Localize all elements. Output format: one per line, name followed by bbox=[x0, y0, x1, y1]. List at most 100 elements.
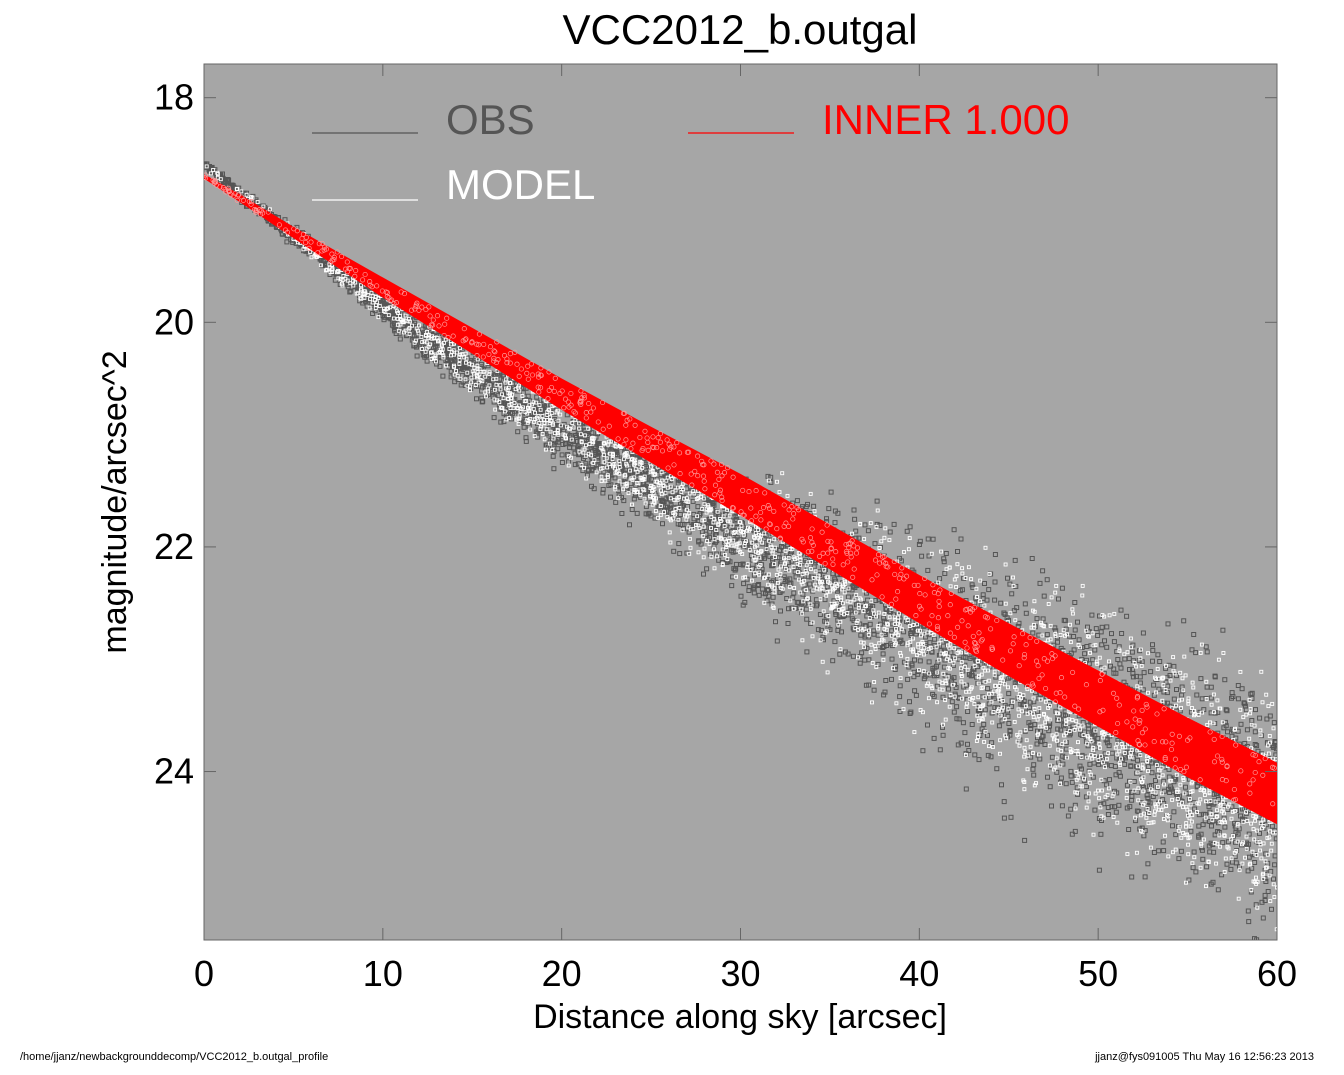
obs-point bbox=[1241, 700, 1247, 706]
obs-point bbox=[871, 687, 877, 693]
obs-point bbox=[960, 720, 966, 726]
obs-point bbox=[1087, 761, 1093, 767]
obs-point bbox=[976, 757, 982, 763]
obs-point bbox=[1093, 626, 1099, 632]
obs-point bbox=[1092, 647, 1098, 653]
obs-point bbox=[1069, 779, 1075, 785]
obs-point bbox=[908, 631, 914, 636]
obs-point bbox=[916, 542, 922, 547]
obs-point bbox=[1126, 827, 1132, 832]
obs-point bbox=[697, 511, 703, 516]
obs-point bbox=[633, 482, 639, 488]
obs-point bbox=[714, 551, 720, 557]
obs-point bbox=[921, 676, 927, 682]
obs-point bbox=[907, 699, 912, 705]
obs-point bbox=[1186, 877, 1192, 883]
obs-point bbox=[951, 527, 957, 533]
obs-point bbox=[491, 415, 497, 421]
obs-point bbox=[559, 460, 565, 465]
obs-point bbox=[1225, 729, 1230, 735]
obs-point bbox=[1212, 674, 1218, 680]
obs-point bbox=[966, 748, 972, 753]
obs-point bbox=[871, 628, 877, 634]
obs-point bbox=[1224, 861, 1230, 867]
obs-point bbox=[1176, 856, 1182, 862]
obs-point bbox=[919, 553, 925, 559]
obs-point bbox=[833, 578, 839, 584]
obs-point bbox=[1116, 644, 1122, 650]
obs-point bbox=[432, 340, 438, 346]
obs-point bbox=[1083, 784, 1089, 790]
obs-point bbox=[992, 579, 998, 585]
obs-point bbox=[830, 658, 836, 664]
obs-point bbox=[1098, 629, 1104, 635]
obs-point bbox=[474, 396, 479, 402]
obs-point bbox=[1099, 642, 1105, 648]
obs-point bbox=[1210, 879, 1216, 885]
obs-point bbox=[767, 553, 773, 559]
obs-point bbox=[793, 574, 799, 580]
obs-point bbox=[1022, 601, 1028, 607]
obs-point bbox=[1101, 801, 1107, 807]
obs-point bbox=[1096, 761, 1102, 767]
obs-point bbox=[940, 694, 946, 700]
obs-point bbox=[660, 521, 665, 527]
obs-point bbox=[913, 692, 919, 698]
obs-point bbox=[372, 308, 378, 314]
obs-point bbox=[955, 549, 960, 554]
obs-point bbox=[701, 571, 706, 577]
obs-point bbox=[815, 627, 821, 633]
obs-point bbox=[501, 373, 507, 379]
obs-point bbox=[751, 572, 757, 578]
obs-point bbox=[1108, 663, 1113, 669]
obs-point bbox=[1030, 630, 1036, 636]
obs-point bbox=[851, 594, 857, 600]
obs-point bbox=[865, 528, 871, 534]
obs-point bbox=[729, 583, 735, 589]
obs-point bbox=[1183, 784, 1188, 790]
obs-point bbox=[942, 571, 948, 576]
obs-point bbox=[784, 596, 790, 601]
obs-point bbox=[931, 693, 937, 699]
obs-point bbox=[898, 637, 904, 643]
obs-point bbox=[515, 429, 521, 435]
obs-point bbox=[811, 503, 817, 509]
obs-point bbox=[931, 735, 937, 741]
obs-point bbox=[1148, 669, 1154, 675]
obs-point bbox=[1009, 591, 1015, 597]
obs-point bbox=[1072, 828, 1078, 834]
obs-point bbox=[866, 657, 872, 663]
obs-point bbox=[889, 628, 895, 634]
obs-point bbox=[982, 707, 988, 713]
obs-point bbox=[799, 574, 805, 580]
obs-point bbox=[1042, 742, 1048, 747]
obs-point bbox=[992, 552, 998, 557]
obs-point bbox=[1208, 695, 1214, 701]
obs-point bbox=[1013, 583, 1019, 589]
obs-point bbox=[907, 524, 913, 530]
obs-point bbox=[778, 608, 783, 614]
obs-point bbox=[1273, 739, 1277, 745]
obs-point bbox=[780, 545, 786, 551]
obs-point bbox=[818, 627, 824, 633]
obs-point bbox=[424, 358, 430, 364]
obs-point bbox=[1037, 580, 1043, 586]
obs-point bbox=[925, 536, 931, 542]
obs-point bbox=[1031, 762, 1037, 768]
obs-point bbox=[740, 602, 746, 608]
obs-point bbox=[1269, 906, 1274, 912]
obs-point bbox=[824, 584, 830, 590]
obs-point bbox=[897, 694, 903, 700]
obs-point bbox=[853, 528, 859, 534]
obs-point bbox=[839, 629, 844, 635]
obs-point bbox=[808, 621, 814, 626]
obs-point bbox=[1245, 868, 1251, 874]
obs-point bbox=[872, 541, 878, 547]
obs-point bbox=[811, 564, 817, 570]
obs-point bbox=[1220, 627, 1226, 633]
obs-point bbox=[551, 466, 557, 472]
obs-point bbox=[1235, 683, 1241, 688]
obs-point bbox=[1178, 848, 1184, 854]
obs-point bbox=[1239, 686, 1245, 692]
